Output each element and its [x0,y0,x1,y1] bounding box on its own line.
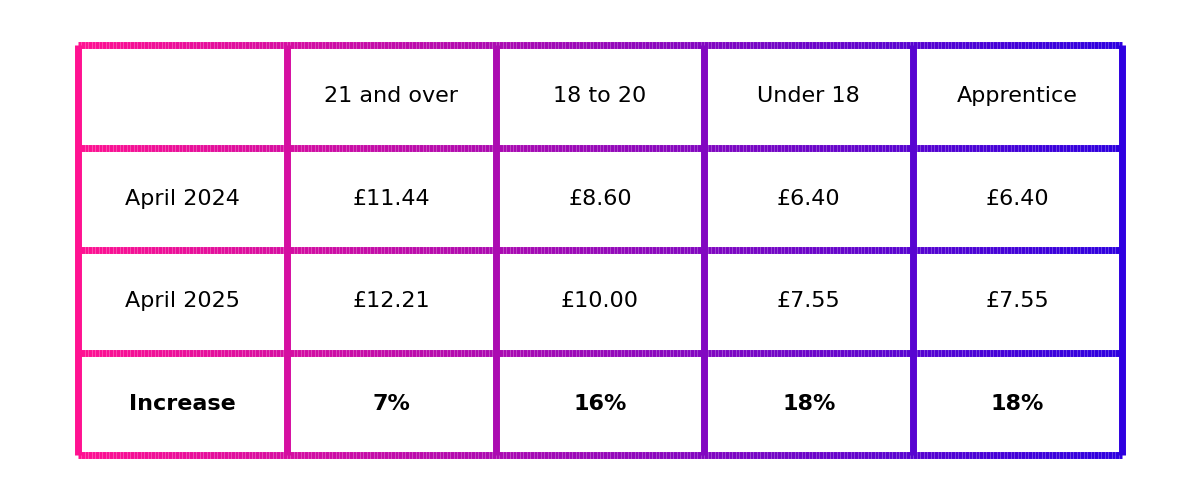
Bar [704,352,913,455]
Bar [287,148,496,250]
Bar [704,148,913,250]
Bar [913,45,1122,148]
Bar [704,250,913,352]
Text: 18%: 18% [991,394,1044,414]
Bar [287,45,496,148]
Bar [78,45,287,148]
Text: Under 18: Under 18 [757,86,860,106]
Bar [496,250,704,352]
Text: Increase: Increase [130,394,235,414]
Bar [496,45,704,148]
Text: £8.60: £8.60 [568,188,632,209]
Bar [78,148,287,250]
Text: 21 and over: 21 and over [324,86,458,106]
Bar [287,250,496,352]
Bar [78,250,287,352]
Text: £7.55: £7.55 [776,291,841,311]
Bar [913,148,1122,250]
Bar [496,352,704,455]
Text: Apprentice: Apprentice [958,86,1078,106]
Text: £6.40: £6.40 [985,188,1050,209]
Text: £11.44: £11.44 [353,188,430,209]
Text: £10.00: £10.00 [562,291,640,311]
Text: £6.40: £6.40 [776,188,841,209]
Bar [704,45,913,148]
Text: £7.55: £7.55 [985,291,1050,311]
Text: 18 to 20: 18 to 20 [553,86,647,106]
Bar [287,352,496,455]
Bar [78,352,287,455]
Text: April 2024: April 2024 [125,188,240,209]
Text: £12.21: £12.21 [353,291,430,311]
Text: 7%: 7% [372,394,410,414]
Text: April 2025: April 2025 [125,291,240,311]
Bar [913,352,1122,455]
Text: 18%: 18% [782,394,835,414]
Text: 16%: 16% [574,394,626,414]
Bar [496,148,704,250]
Bar [913,250,1122,352]
